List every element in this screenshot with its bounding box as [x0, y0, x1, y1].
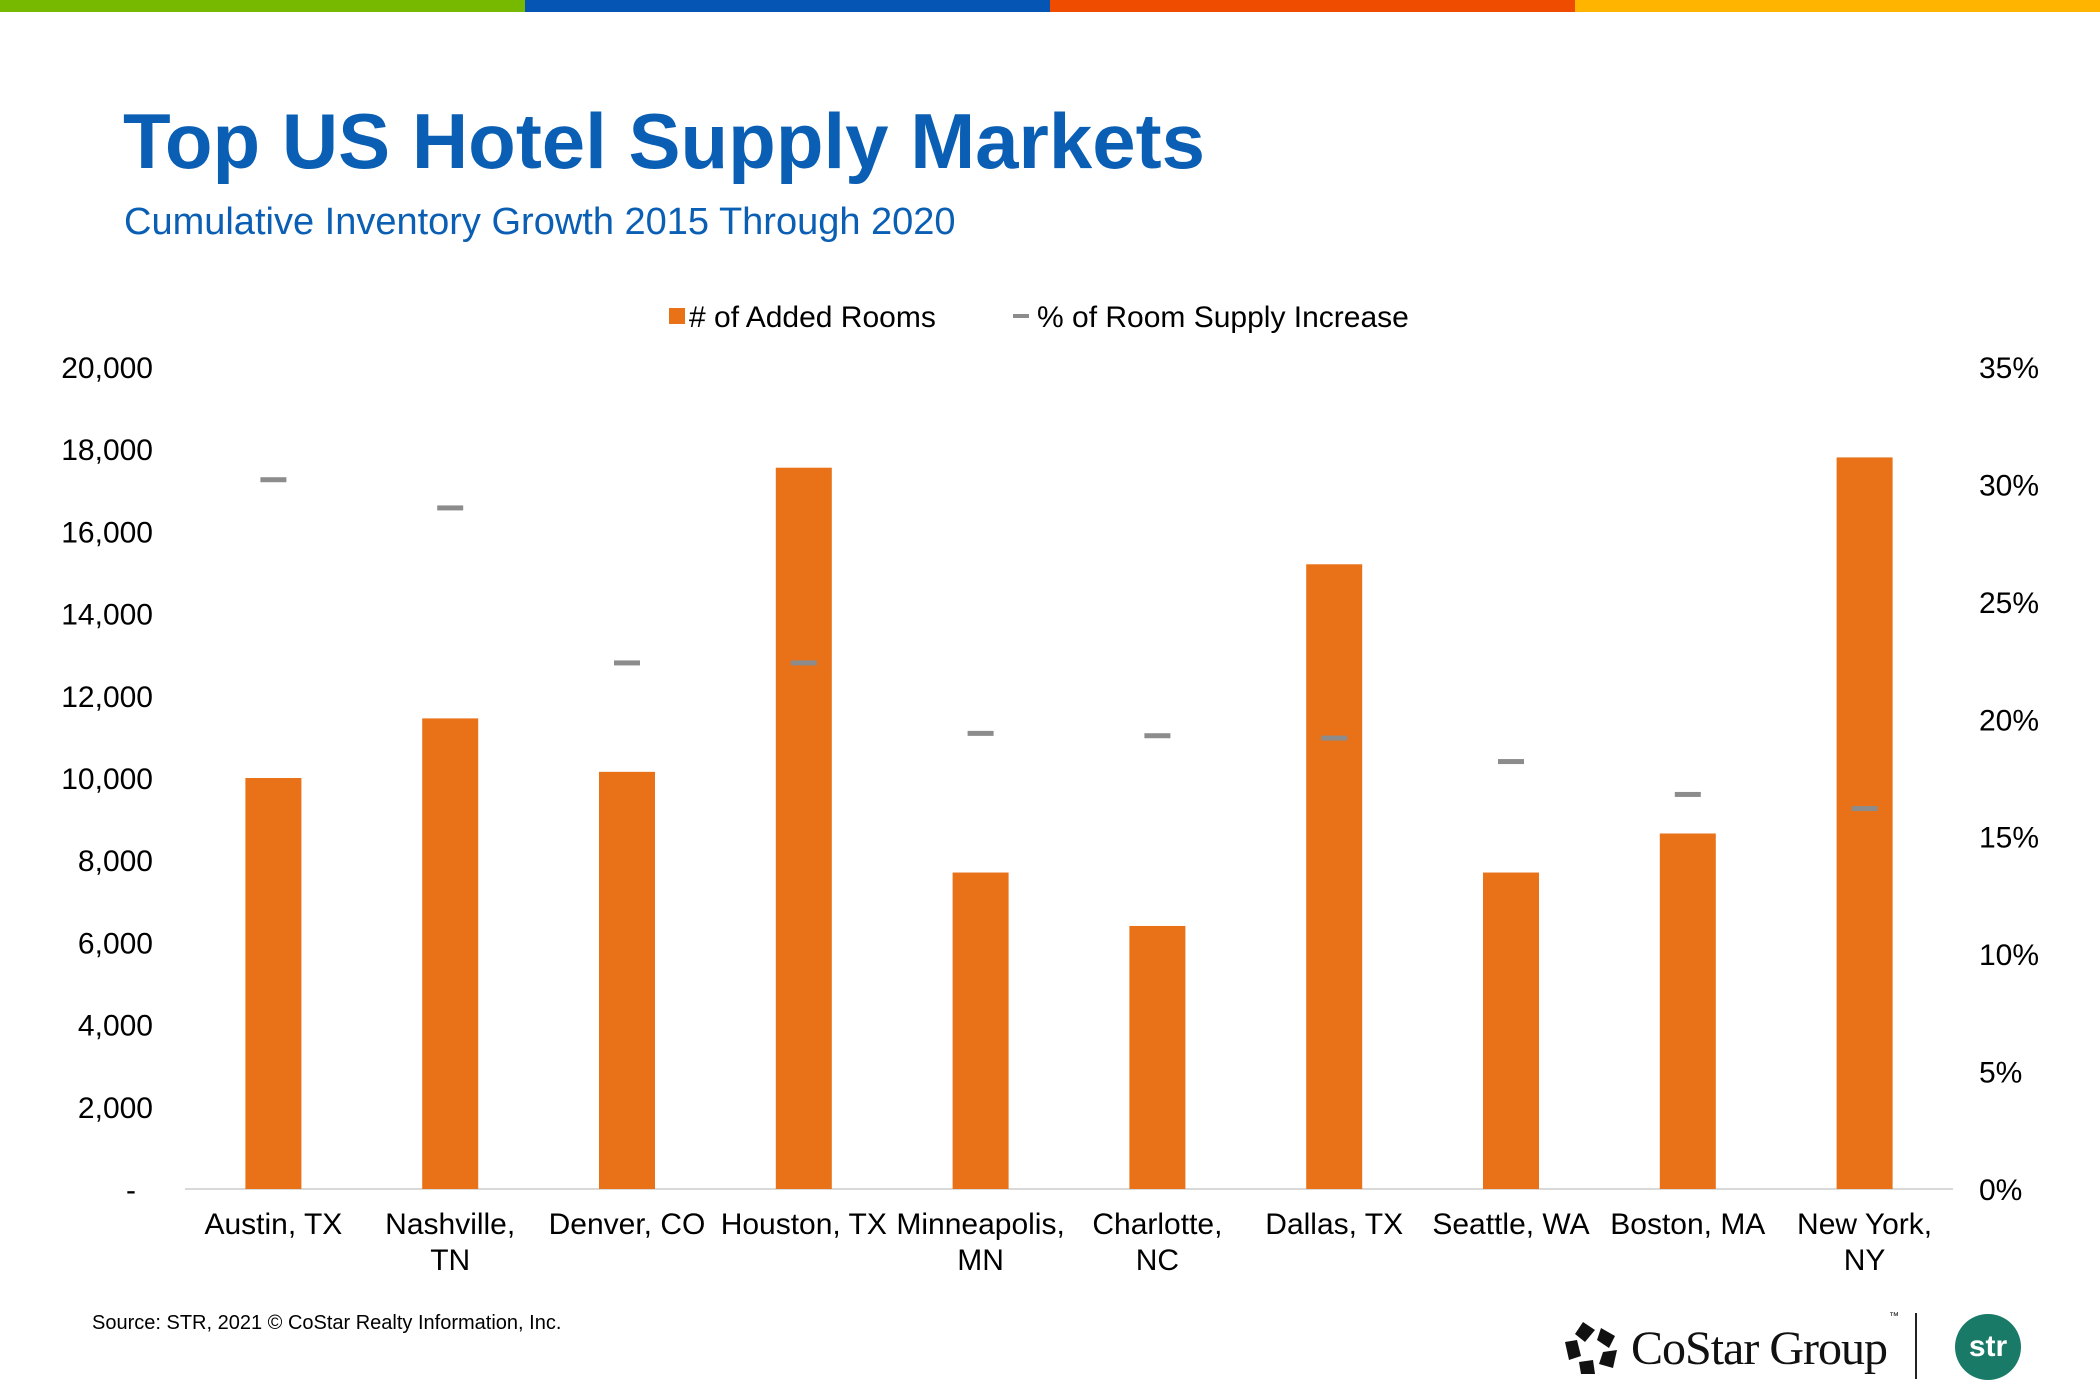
category-label-line: NC: [1136, 1244, 1179, 1277]
x-axis-category-label: Boston, MA: [1610, 1208, 1765, 1241]
x-axis-category-label: Dallas, TX: [1265, 1208, 1403, 1241]
source-note: Source: STR, 2021 © CoStar Realty Inform…: [92, 1312, 562, 1334]
brand-color-bar: [0, 0, 2100, 12]
costar-logo-text: CoStar Group™: [1631, 1311, 1899, 1376]
left-axis-tick-label: 6,000: [78, 927, 153, 960]
right-axis: 0% 5% 10% 15% 20% 25% 30% 35%: [1979, 352, 2039, 1207]
bar-added-rooms: [1836, 457, 1893, 1189]
category-label-line: NY: [1844, 1244, 1886, 1277]
x-axis-categories: Austin, TX Nashville, TN Denver, CO Houston,…: [204, 1208, 1932, 1277]
brand-bar-orange: [1050, 0, 1575, 12]
legend-swatch-percent: [1013, 314, 1029, 318]
right-axis-tick-label: 20%: [1979, 704, 2039, 737]
page-title: Top US Hotel Supply Markets: [123, 97, 1206, 185]
left-axis-tick-label: 2,000: [78, 1092, 153, 1125]
right-axis-tick-label: 5%: [1979, 1057, 2022, 1090]
brand-bar-blue: [525, 0, 1050, 12]
marker-supply-increase: [614, 660, 640, 666]
bar-added-rooms: [1306, 564, 1363, 1189]
costar-logo-wordmark: CoStar Group: [1631, 1321, 1888, 1375]
marker-supply-increase: [790, 660, 817, 666]
category-label-line: Houston, TX: [721, 1208, 887, 1241]
x-axis-category-label: Charlotte, NC: [1092, 1208, 1222, 1277]
category-label-line: New York,: [1797, 1208, 1932, 1241]
category-label-line: Charlotte,: [1092, 1208, 1222, 1241]
left-axis-tick-label: 8,000: [78, 845, 153, 878]
trademark-symbol: ™: [1888, 1310, 1899, 1322]
left-axis-tick-label: 18,000: [61, 434, 153, 467]
left-axis: - 2,000 4,000 6,000 8,000 10,000 12,000 14,000 1…: [61, 352, 153, 1207]
bar-added-rooms: [422, 718, 479, 1189]
marker-supply-increase: [260, 477, 287, 483]
category-label-line: MN: [957, 1244, 1004, 1277]
right-axis-tick-label: 15%: [1979, 822, 2039, 855]
right-axis-tick-label: 10%: [1979, 939, 2039, 972]
right-axis-tick-label: 0%: [1979, 1174, 2022, 1207]
legend-label-rooms: # of Added Rooms: [689, 301, 936, 334]
right-axis-tick-label: 25%: [1979, 587, 2039, 620]
bar-added-rooms: [245, 778, 302, 1189]
costar-group-logo: CoStar Group™: [1563, 1311, 1899, 1378]
category-label-line: Seattle, WA: [1432, 1208, 1589, 1241]
x-axis-category-label: Minneapolis, MN: [896, 1208, 1064, 1277]
str-logo: str: [1955, 1314, 2021, 1380]
right-axis-tick-label: 30%: [1979, 469, 2039, 502]
marker-supply-increase: [1144, 733, 1171, 739]
marker-series-supply-increase: [260, 477, 1878, 812]
page-subtitle: Cumulative Inventory Growth 2015 Through…: [124, 201, 956, 243]
right-axis-tick-label: 35%: [1979, 352, 2039, 385]
bar-series-added-rooms: [245, 457, 1893, 1189]
left-axis-tick-label: 4,000: [78, 1010, 153, 1043]
left-axis-tick-label: -: [126, 1174, 136, 1207]
x-axis-category-label: Nashville, TN: [385, 1208, 515, 1277]
bar-added-rooms: [1483, 872, 1539, 1189]
category-label-line: Dallas, TX: [1265, 1208, 1403, 1241]
x-axis-category-label: Houston, TX: [721, 1208, 887, 1241]
logo-divider: [1915, 1313, 1917, 1379]
bar-added-rooms: [1129, 925, 1186, 1189]
category-label-line: Nashville,: [385, 1208, 515, 1241]
str-logo-text: str: [1968, 1330, 2008, 1363]
category-label-line: Austin, TX: [204, 1208, 342, 1241]
marker-supply-increase: [437, 505, 464, 511]
x-axis-category-label: Seattle, WA: [1432, 1208, 1589, 1241]
brand-bar-green: [0, 0, 525, 12]
left-axis-tick-label: 10,000: [61, 763, 153, 796]
category-label-line: Boston, MA: [1610, 1208, 1765, 1241]
marker-supply-increase: [1674, 791, 1701, 797]
marker-supply-increase: [967, 730, 994, 736]
left-axis-tick-label: 20,000: [61, 352, 153, 385]
bar-added-rooms: [775, 467, 832, 1189]
left-axis-tick-label: 16,000: [61, 516, 153, 549]
left-axis-tick-label: 14,000: [61, 599, 153, 632]
category-label-line: Minneapolis,: [896, 1208, 1064, 1241]
costar-star-icon: [1565, 1322, 1617, 1374]
chart-legend: # of Added Rooms % of Room Supply Increa…: [669, 301, 1409, 334]
marker-supply-increase: [1498, 759, 1524, 765]
category-label-line: TN: [430, 1244, 470, 1277]
x-axis-category-label: New York, NY: [1797, 1208, 1932, 1277]
x-axis-category-label: Denver, CO: [549, 1208, 706, 1241]
category-label-line: Denver, CO: [549, 1208, 706, 1241]
bar-added-rooms: [1659, 833, 1716, 1189]
bar-added-rooms: [599, 771, 655, 1189]
bar-added-rooms: [952, 872, 1009, 1189]
left-axis-tick-label: 12,000: [61, 681, 153, 714]
marker-supply-increase: [1851, 806, 1878, 812]
marker-supply-increase: [1321, 735, 1348, 741]
brand-bar-yellow: [1575, 0, 2100, 12]
x-axis-category-label: Austin, TX: [204, 1208, 342, 1241]
legend-swatch-rooms: [669, 308, 685, 324]
legend-label-percent: % of Room Supply Increase: [1037, 301, 1409, 334]
